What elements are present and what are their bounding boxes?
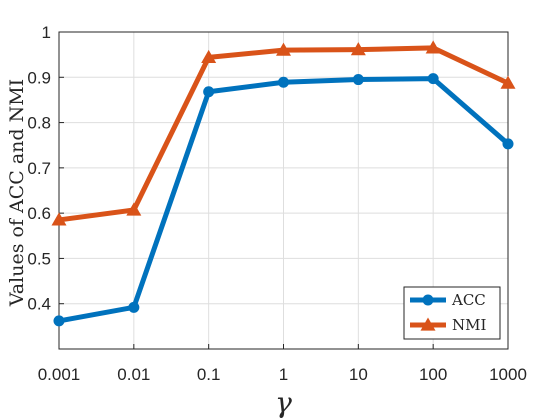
x-axis-title: γ [275, 386, 292, 419]
y-axis-title: Values of ACC and NMI [6, 79, 28, 307]
series-nmi [51, 40, 516, 226]
y-tick-label: 0.7 [27, 159, 51, 178]
series-lines [51, 40, 516, 327]
nmi-point [51, 212, 67, 226]
acc-point [352, 74, 364, 86]
acc-point [53, 315, 65, 327]
legend-label-nmi: NMI [452, 316, 486, 334]
legend-marker-acc [422, 294, 434, 306]
x-tick-label: 100 [419, 365, 447, 384]
nmi-point [500, 75, 516, 89]
y-tick-label: 1 [42, 23, 51, 42]
x-tick-label: 0.01 [117, 365, 150, 384]
x-tick-label: 1000 [489, 365, 527, 384]
x-tick-label: 0.001 [38, 365, 81, 384]
y-tick-label: 0.4 [27, 295, 51, 314]
series-acc [53, 73, 514, 327]
axis-ticks: 0.001 0.01 0.1 1 10 100 1000 0.4 0.5 0.6 0.7 0.8 0.9… [27, 23, 527, 384]
legend: ACC NMI [403, 286, 501, 340]
nmi-point [425, 40, 441, 54]
acc-point [128, 301, 140, 313]
y-tick-label: 0.6 [27, 204, 51, 223]
nmi-point [201, 49, 217, 63]
y-tick-label: 0.5 [27, 249, 51, 268]
y-tick-label: 0.9 [27, 68, 51, 87]
x-tick-label: 10 [349, 365, 368, 384]
acc-point [427, 73, 439, 85]
acc-point [203, 86, 215, 98]
x-tick-label: 0.1 [197, 365, 221, 384]
nmi-point [276, 42, 291, 56]
legend-box [403, 286, 501, 340]
nmi-point [350, 42, 366, 56]
x-tick-label: 1 [279, 365, 288, 384]
acc-point [278, 76, 289, 88]
legend-label-acc: ACC [451, 291, 486, 309]
y-tick-label: 0.8 [27, 114, 51, 133]
nmi-point [126, 202, 142, 216]
legend-marker-nmi [420, 317, 436, 331]
acc-point [502, 138, 514, 150]
